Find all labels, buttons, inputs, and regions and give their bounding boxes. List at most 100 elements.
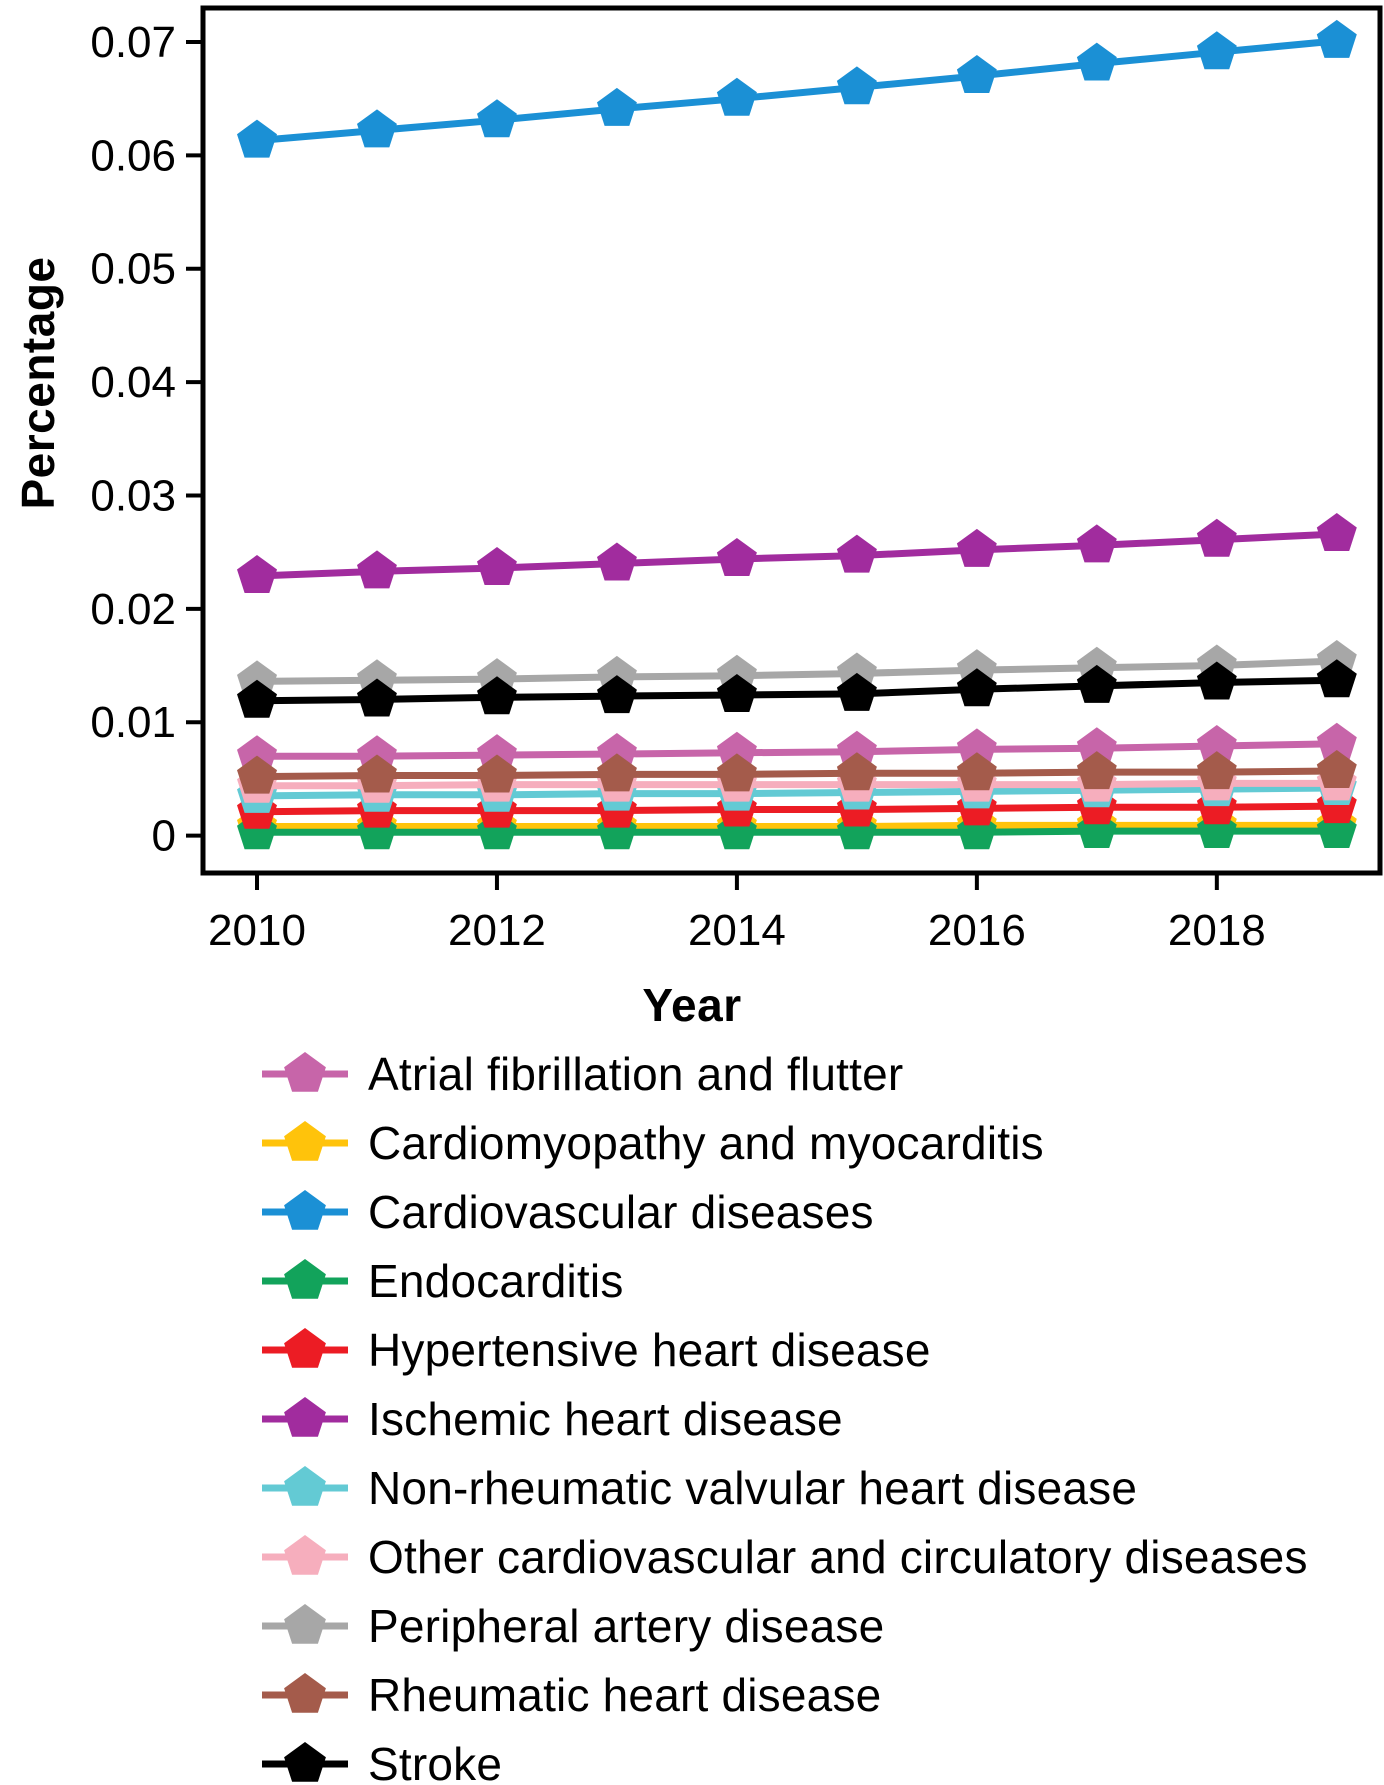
- x-tick-label: 2018: [1168, 906, 1266, 955]
- legend-label: Cardiomyopathy and myocarditis: [368, 1116, 1044, 1169]
- pentagon-marker: [1076, 751, 1117, 790]
- pentagon-marker: [1076, 524, 1117, 563]
- y-tick-label: 0.02: [90, 585, 176, 634]
- legend-marker-cardiomyopathy-and-myocarditis: [262, 1120, 348, 1161]
- series-line: [257, 827, 1337, 836]
- legend-item-peripheral-artery-disease: Peripheral artery disease: [262, 1591, 1308, 1660]
- pentagon-marker: [597, 675, 637, 714]
- pentagon-marker: [357, 109, 397, 148]
- legend-item-cardiomyopathy-and-myocarditis: Cardiomyopathy and myocarditis: [262, 1108, 1308, 1177]
- series-stroke: [237, 659, 1357, 718]
- pentagon-marker: [836, 672, 877, 711]
- y-tick-label: 0: [152, 812, 176, 861]
- series-line: [257, 740, 1337, 760]
- series-line: [256, 784, 1337, 800]
- legend-marker-ischemic-heart-disease: [262, 1396, 348, 1437]
- legend-item-endocarditis: Endocarditis: [262, 1246, 1308, 1315]
- y-tick-label: 0.05: [90, 245, 176, 294]
- series-line: [256, 37, 1338, 145]
- pentagon-marker: [237, 119, 277, 158]
- legend-pentagon-icon: [284, 1534, 326, 1575]
- legend-marker-peripheral-artery-disease: [262, 1603, 348, 1644]
- series-line: [256, 802, 1337, 816]
- series-line: [256, 530, 1337, 580]
- plot-area: 0 0.01 0.02 0.03 0.04 0.05 0.06 0.07 2010 2012 201…: [90, 5, 1383, 955]
- pentagon-marker: [477, 754, 517, 793]
- series-peripheral-artery-disease: [237, 640, 1357, 699]
- y-tick-label: 0.07: [90, 18, 176, 67]
- x-tick-label: 2012: [448, 906, 546, 955]
- pentagon-marker: [716, 731, 757, 770]
- y-axis-title: Percentage: [12, 256, 64, 510]
- pentagon-marker: [956, 528, 997, 567]
- series-atrial-fibrillation-and-flutter: [237, 722, 1357, 774]
- legend-label: Cardiovascular diseases: [368, 1185, 874, 1238]
- legend-marker-cardiovascular-diseases: [262, 1189, 348, 1230]
- pentagon-marker: [357, 550, 397, 589]
- legend-label: Ischemic heart disease: [368, 1392, 843, 1445]
- x-tick-label: 2016: [928, 906, 1026, 955]
- pentagon-marker: [1196, 661, 1237, 700]
- legend-item-stroke: Stroke: [262, 1729, 1308, 1785]
- pentagon-marker: [597, 87, 637, 126]
- x-axis-title: Year: [642, 979, 742, 1031]
- legend-pentagon-icon: [284, 1327, 326, 1368]
- legend-marker-stroke: [262, 1741, 348, 1782]
- legend-marker-endocarditis: [262, 1258, 348, 1299]
- axis-ticks: 0 0.01 0.02 0.03 0.04 0.05 0.06 0.07 2010 2012 201…: [90, 18, 1265, 955]
- pentagon-marker: [836, 534, 877, 573]
- pentagon-marker: [1316, 722, 1357, 761]
- legend-label: Rheumatic heart disease: [368, 1668, 882, 1721]
- series-rheumatic-heart-disease: [237, 750, 1357, 794]
- series-line: [256, 767, 1337, 781]
- legend-marker-rheumatic-heart-disease: [262, 1672, 348, 1713]
- legend-pentagon-icon: [284, 1672, 326, 1713]
- pentagon-marker: [237, 555, 277, 593]
- pentagon-marker: [1196, 751, 1237, 790]
- legend-label: Atrial fibrillation and flutter: [368, 1047, 904, 1100]
- legend-label: Stroke: [368, 1737, 503, 1785]
- pentagon-marker: [1076, 727, 1117, 766]
- legend-pentagon-icon: [284, 1741, 326, 1782]
- legend-marker-hypertensive-heart-disease: [262, 1327, 348, 1368]
- pentagon-marker: [716, 674, 757, 712]
- plot-border: [200, 5, 1383, 876]
- pentagon-marker: [237, 679, 277, 718]
- series-line: [256, 657, 1337, 685]
- pentagon-marker: [716, 753, 757, 792]
- y-tick-label: 0.01: [90, 698, 176, 747]
- legend-marker-atrial-fibrillation-and-flutter: [262, 1051, 348, 1092]
- x-tick-label: 2014: [688, 906, 786, 955]
- series-line: [256, 676, 1337, 705]
- legend-label: Hypertensive heart disease: [368, 1323, 931, 1376]
- pentagon-marker: [956, 55, 997, 93]
- pentagon-marker: [836, 66, 877, 105]
- chart-legend: Atrial fibrillation and flutter Cardiomyo…: [262, 1039, 1308, 1785]
- legend-label: Other cardiovascular and circulatory dis…: [368, 1530, 1308, 1583]
- legend-item-cardiovascular-diseases: Cardiovascular diseases: [262, 1177, 1308, 1246]
- pentagon-marker: [1076, 664, 1117, 703]
- legend-pentagon-icon: [284, 1051, 326, 1092]
- legend-pentagon-icon: [284, 1603, 326, 1644]
- pentagon-marker: [1196, 31, 1237, 70]
- legend-pentagon-icon: [284, 1189, 326, 1230]
- legend-item-hypertensive-heart-disease: Hypertensive heart disease: [262, 1315, 1308, 1384]
- legend-pentagon-icon: [284, 1258, 326, 1299]
- pentagon-marker: [1196, 725, 1237, 763]
- pentagon-marker: [597, 542, 637, 581]
- pentagon-marker: [357, 678, 397, 717]
- series-endocarditis: [237, 810, 1357, 850]
- pentagon-marker: [1316, 19, 1357, 58]
- pentagon-marker: [477, 676, 517, 715]
- pentagon-marker: [597, 753, 637, 792]
- x-tick-label: 2010: [208, 906, 306, 955]
- legend-pentagon-icon: [284, 1396, 326, 1437]
- pentagon-marker: [716, 538, 757, 576]
- pentagon-marker: [956, 728, 997, 767]
- y-tick-label: 0.06: [90, 131, 176, 180]
- legend-pentagon-icon: [284, 1465, 326, 1506]
- legend-pentagon-icon: [284, 1120, 326, 1161]
- pentagon-marker: [1316, 513, 1357, 551]
- legend-item-rheumatic-heart-disease: Rheumatic heart disease: [262, 1660, 1308, 1729]
- pentagon-marker: [956, 752, 997, 791]
